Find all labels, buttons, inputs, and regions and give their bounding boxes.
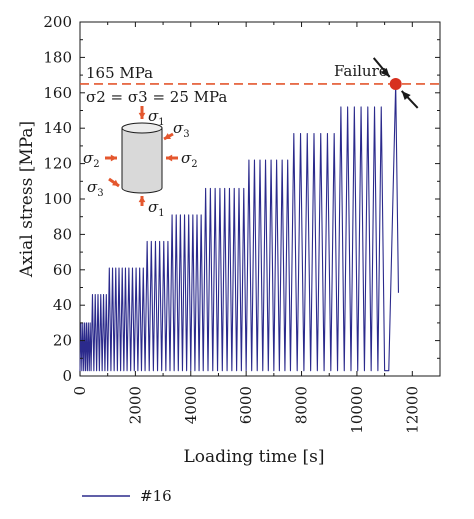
sigma2-left-arrow-head [110, 154, 117, 162]
y-axis-label: Axial stress [MPa] [17, 121, 37, 278]
sigma3-right-arrow-head [164, 133, 171, 139]
specimen-diagram: σ1 σ1 σ2 σ2 σ3 σ3 [83, 106, 198, 219]
y-tick-label: 200 [43, 13, 72, 31]
confining-label: σ2 = σ3 = 25 MPa [86, 88, 227, 106]
failure-arrowhead-upper [380, 67, 390, 77]
x-tick-label: 8000 [293, 386, 311, 424]
y-tick-label: 160 [43, 84, 72, 102]
y-tick-label: 0 [62, 367, 72, 385]
specimen-top [121, 122, 163, 134]
y-tick-label: 120 [43, 155, 72, 173]
y-tick-label: 80 [53, 225, 72, 243]
sigma3-left-arrow-head [112, 179, 119, 186]
legend-label: #16 [140, 487, 172, 505]
sigma1-top-label: σ1 [148, 107, 165, 128]
x-tick-label: 10000 [348, 386, 366, 434]
strength-label: 165 MPa [86, 64, 153, 82]
series-line [79, 83, 400, 376]
sigma2-left-label: σ2 [83, 149, 100, 170]
series-layer [79, 83, 400, 376]
legend: #16 [82, 487, 172, 505]
y-tick-label: 180 [43, 48, 72, 66]
failure-point [389, 77, 402, 90]
sigma2-right-label: σ2 [181, 149, 198, 170]
sigma3-right-label: σ3 [173, 119, 190, 140]
sigma1-top-arrow-head [138, 112, 146, 119]
x-axis-label: Loading time [s] [183, 447, 324, 467]
x-tick-label: 2000 [126, 386, 144, 424]
x-tick-label: 12000 [403, 386, 421, 434]
failure-label: Failure [334, 62, 388, 80]
sigma1-bottom-label: σ1 [148, 198, 165, 219]
failure-arrowhead-lower [401, 90, 411, 100]
y-tick-label: 60 [53, 261, 72, 279]
sigma3-left-label: σ3 [87, 178, 104, 199]
y-tick-label: 40 [53, 296, 72, 314]
y-tick-label: 140 [43, 119, 72, 137]
x-tick-label: 0 [71, 386, 89, 396]
x-tick-label: 4000 [182, 386, 200, 424]
sigma1-bottom-arrow-head [138, 196, 146, 203]
specimen-body [121, 127, 163, 194]
y-tick-label: 100 [43, 190, 72, 208]
annotation-layer: 165 MPa σ2 = σ3 = 25 MPa Failure [80, 57, 440, 109]
y-tick-label: 20 [53, 332, 72, 350]
sigma2-right-arrow-head [166, 154, 173, 162]
x-tick-label: 6000 [237, 386, 255, 424]
